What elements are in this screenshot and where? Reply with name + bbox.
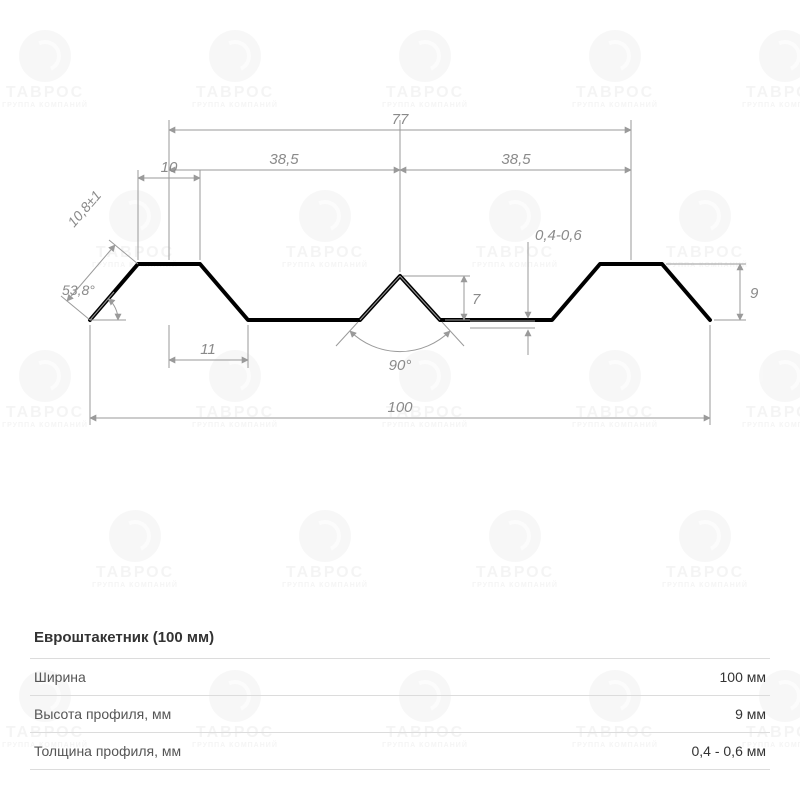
dim-half-span-right-label: 38,5 <box>501 151 531 168</box>
dim-overall-width-label: 100 <box>387 399 413 416</box>
watermark: ТАВРОСГРУППА КОМПАНИЙ <box>70 510 200 589</box>
dim-center-angle-label: 90° <box>389 357 412 374</box>
spec-row: Ширина 100 мм <box>30 658 770 695</box>
profile-svg: 100 77 38,5 38,5 10 11 10,8±1 <box>40 60 760 480</box>
dim-center-angle <box>336 276 464 352</box>
dim-left-offset-label: 11 <box>200 341 216 358</box>
spec-key: Ширина <box>34 669 86 685</box>
dim-center-height-label: 7 <box>472 291 481 308</box>
spec-row: Толщина профиля, мм 0,4 - 0,6 мм <box>30 732 770 770</box>
watermark: ТАВРОСГРУППА КОМПАНИЙ <box>260 510 390 589</box>
spec-value: 100 мм <box>720 669 767 685</box>
dim-left-angle-label: 53,8° <box>62 282 95 298</box>
spec-title: Евроштакетник (100 мм) <box>30 619 770 658</box>
watermark: ТАВРОСГРУППА КОМПАНИЙ <box>450 510 580 589</box>
dim-half-span-left-label: 38,5 <box>269 151 299 168</box>
spec-value: 9 мм <box>735 706 766 722</box>
spec-key: Толщина профиля, мм <box>34 743 181 759</box>
dim-left-flat-label: 10 <box>161 159 178 176</box>
spec-key: Высота профиля, мм <box>34 706 171 722</box>
spec-table: Евроштакетник (100 мм) Ширина 100 мм Выс… <box>30 619 770 770</box>
spec-value: 0,4 - 0,6 мм <box>691 743 766 759</box>
dim-right-height <box>666 264 746 320</box>
dim-right-height-label: 9 <box>750 285 759 302</box>
dim-left-edge-label: 10,8±1 <box>64 187 104 230</box>
dim-thickness-label: 0,4-0,6 <box>535 227 582 244</box>
profile-diagram: 100 77 38,5 38,5 10 11 10,8±1 <box>40 60 760 480</box>
profile-path <box>90 264 710 320</box>
spec-row: Высота профиля, мм 9 мм <box>30 695 770 732</box>
watermark: ТАВРОСГРУППА КОМПАНИЙ <box>640 510 770 589</box>
